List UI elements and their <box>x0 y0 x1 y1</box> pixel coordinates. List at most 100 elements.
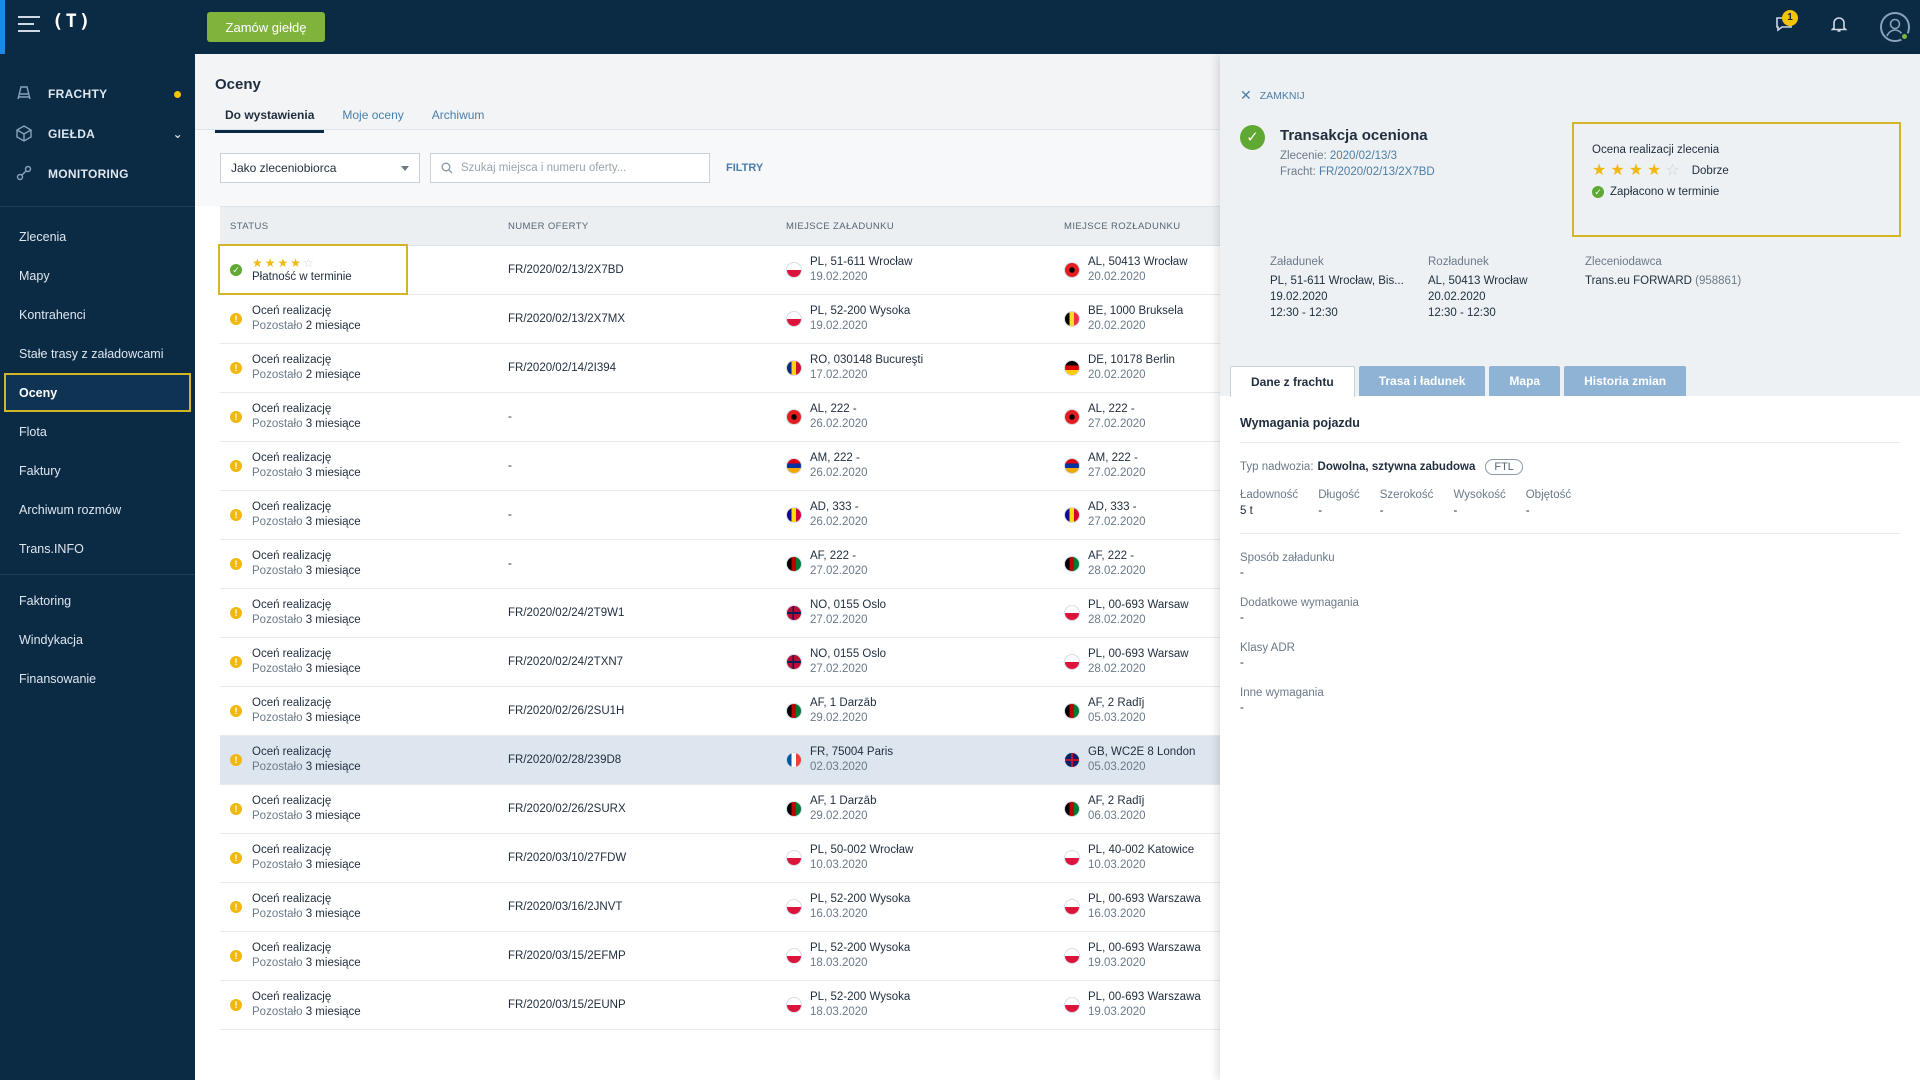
loading-cell: PL, 52-200 Wysoka 18.03.2020 <box>776 990 1054 1020</box>
module-gielda[interactable]: GIEŁDA ⌄ <box>0 114 195 154</box>
place-name: AF, 222 - <box>810 550 857 562</box>
table-row[interactable]: ! Oceń realizację Pozostało 3 miesiące FR/2… <box>220 932 1220 981</box>
column-header-loading: MIEJSCE ZAŁADUNKU <box>786 220 895 232</box>
table-row[interactable]: ! Oceń realizację Pozostało 3 miesiące FR/2… <box>220 687 1220 736</box>
chevron-down-icon[interactable]: ⌄ <box>172 127 183 141</box>
table-row[interactable]: ! Oceń realizację Pozostało 3 miesiące FR/2… <box>220 638 1220 687</box>
sidebar-item-windykacja[interactable]: Windykacja <box>19 632 83 647</box>
online-status-dot <box>1900 32 1909 41</box>
tab-archiwum[interactable]: Archiwum <box>431 108 485 122</box>
freight-link[interactable]: FR/2020/02/13/2X7BD <box>1319 166 1435 178</box>
place-date: 19.02.2020 <box>810 271 868 283</box>
place-block: AM, 222 - 27.02.2020 <box>1088 451 1146 481</box>
status-cell: ! Oceń realizację Pozostało 2 miesiące <box>220 353 498 383</box>
table-row[interactable]: ! Oceń realizację Pozostało 3 miesiące FR/2… <box>220 883 1220 932</box>
principal-name[interactable]: Trans.eu FORWARD <box>1585 275 1692 287</box>
menu-icon[interactable] <box>18 16 40 36</box>
flag-ad-icon <box>786 507 802 523</box>
place-block: PL, 50-002 Wrocław 10.03.2020 <box>810 843 913 873</box>
dim-width: Szerokość - <box>1380 489 1434 517</box>
close-panel-button[interactable]: ✕ ZAMKNIJ <box>1240 87 1305 104</box>
status-block: Oceń realizację Pozostało 3 miesiące <box>252 402 361 432</box>
tab-do-wystawienia[interactable]: Do wystawienia <box>215 103 325 133</box>
place-name: PL, 40-002 Katowice <box>1088 844 1195 856</box>
table-row[interactable]: ! Oceń realizację Pozostało 3 miesiące FR/2… <box>220 785 1220 834</box>
sidebar-item-trans-info[interactable]: Trans.INFO <box>19 541 84 556</box>
loading-cell: AL, 222 - 26.02.2020 <box>776 402 1054 432</box>
table-row[interactable]: ✓ ★★★★☆ Płatność w terminie FR/2020/02/13/2… <box>218 244 1220 295</box>
warning-icon: ! <box>230 950 242 962</box>
sidebar-item-flota[interactable]: Flota <box>19 424 47 439</box>
flag-af-icon <box>1064 556 1080 572</box>
tab-mapa[interactable]: Mapa <box>1489 366 1561 396</box>
offer-number: FR/2020/03/16/2JNVT <box>508 901 623 913</box>
role-select[interactable]: Jako zleceniobiorca <box>220 153 420 183</box>
sidebar-item-mapy[interactable]: Mapy <box>19 268 50 283</box>
remaining-prefix: Pozostało <box>252 369 303 381</box>
tab-moje-oceny[interactable]: Moje oceny <box>342 108 404 122</box>
loading-place: PL, 51-611 Wrocław, Bis... <box>1270 275 1404 287</box>
status-label: Oceń realizację <box>252 354 332 366</box>
table-row[interactable]: ! Oceń realizację Pozostało 2 miesiące FR/2… <box>220 295 1220 344</box>
place-block: PL, 00-693 Warszawa 19.03.2020 <box>1088 941 1201 971</box>
order-exchange-button[interactable]: Zamów giełdę <box>207 12 325 42</box>
table-row[interactable]: ! Oceń realizację Pozostało 3 miesiące FR/2… <box>220 834 1220 883</box>
sidebar-item-stale-trasy[interactable]: Stałe trasy z załadowcami <box>19 346 164 361</box>
place-block: GB, WC2E 8 London 05.03.2020 <box>1088 745 1195 775</box>
table-row[interactable]: ! Oceń realizację Pozostało 3 miesiące FR/2… <box>220 981 1220 1030</box>
app-logo[interactable]: (T) <box>52 10 93 32</box>
remaining-value: 3 miesiące <box>305 712 361 724</box>
filters-link[interactable]: FILTRY <box>726 162 764 174</box>
place-name: PL, 51-611 Wrocław <box>810 256 913 268</box>
unloading-cell: PL, 40-002 Katowice 10.03.2020 <box>1054 843 1220 873</box>
offer-number: FR/2020/02/28/239D8 <box>508 754 622 766</box>
sidebar: FRACHTY GIEŁDA ⌄ MONITORING Zlecenia Map… <box>0 54 195 1080</box>
order-link[interactable]: 2020/02/13/3 <box>1329 150 1398 162</box>
table-row[interactable]: ! Oceń realizację Pozostało 3 miesiące FR/2… <box>220 589 1220 638</box>
place-name: PL, 00-693 Warsaw <box>1088 599 1189 611</box>
flag-ad-icon <box>1064 507 1080 523</box>
flag-pl-icon <box>1064 948 1080 964</box>
place-name: DE, 10178 Berlin <box>1088 354 1175 366</box>
status-cell: ! Oceń realizację Pozostało 3 miesiące <box>220 598 498 628</box>
dim-value: - <box>1525 505 1530 517</box>
flag-pl-icon <box>786 948 802 964</box>
place-date: 28.02.2020 <box>1088 565 1146 577</box>
field-other-requirements: Inne wymagania - <box>1240 687 1900 714</box>
module-frachty[interactable]: FRACHTY <box>0 74 195 114</box>
sidebar-item-archiwum-rozmow[interactable]: Archiwum rozmów <box>19 502 122 517</box>
status-cell: ! Oceń realizację Pozostało 3 miesiące <box>220 843 498 873</box>
place-block: AD, 333 - 26.02.2020 <box>810 500 868 530</box>
bell-icon[interactable] <box>1827 14 1851 38</box>
loading-cell: AF, 1 Darzāb 29.02.2020 <box>776 696 1054 726</box>
table-row[interactable]: ! Oceń realizację Pozostało 2 miesiące FR/2… <box>220 344 1220 393</box>
tab-dane-z-frachtu[interactable]: Dane z frachtu <box>1230 366 1355 397</box>
table-row[interactable]: ! Oceń realizację Pozostało 3 miesiące - AM,… <box>220 442 1220 491</box>
filter-bar: Jako zleceniobiorca FILTRY <box>195 130 1220 206</box>
module-monitoring[interactable]: MONITORING <box>0 154 195 194</box>
table-row[interactable]: ! Oceń realizację Pozostało 3 miesiące - AL,… <box>220 393 1220 442</box>
search-input[interactable] <box>461 162 701 174</box>
table-row[interactable]: ! Oceń realizację Pozostało 3 miesiące FR/2… <box>220 736 1220 785</box>
remaining-time: Pozostało 3 miesiące <box>252 417 361 432</box>
sidebar-item-kontrahenci[interactable]: Kontrahenci <box>19 307 86 322</box>
table-header: STATUS NUMER OFERTY MIEJSCE ZAŁADUNKU MI… <box>220 206 1220 246</box>
sidebar-item-oceny[interactable]: Oceny <box>4 373 191 412</box>
status-label: Oceń realizację <box>252 893 332 905</box>
sidebar-item-faktury[interactable]: Faktury <box>19 463 61 478</box>
status-cell: ✓ ★★★★☆ Płatność w terminie <box>220 256 498 285</box>
remaining-time: Pozostało 3 miesiące <box>252 858 361 873</box>
remaining-value: 3 miesiące <box>305 1006 361 1018</box>
sidebar-item-faktoring[interactable]: Faktoring <box>19 593 72 608</box>
place-block: AF, 222 - 28.02.2020 <box>1088 549 1146 579</box>
table-row[interactable]: ! Oceń realizację Pozostało 3 miesiące - AF,… <box>220 540 1220 589</box>
sidebar-item-finansowanie[interactable]: Finansowanie <box>19 671 97 686</box>
search-box[interactable] <box>430 153 710 183</box>
table-row[interactable]: ! Oceń realizację Pozostało 3 miesiące - AD,… <box>220 491 1220 540</box>
tab-historia-zmian[interactable]: Historia zmian <box>1564 366 1687 396</box>
place-block: PL, 52-200 Wysoka 16.03.2020 <box>810 892 910 922</box>
status-block: Oceń realizację Pozostało 3 miesiące <box>252 745 361 775</box>
tab-trasa-i-ladunek[interactable]: Trasa i ładunek <box>1358 366 1486 396</box>
sidebar-item-zlecenia[interactable]: Zlecenia <box>19 229 67 244</box>
freight-line: Fracht: FR/2020/02/13/2X7BD <box>1280 166 1435 178</box>
